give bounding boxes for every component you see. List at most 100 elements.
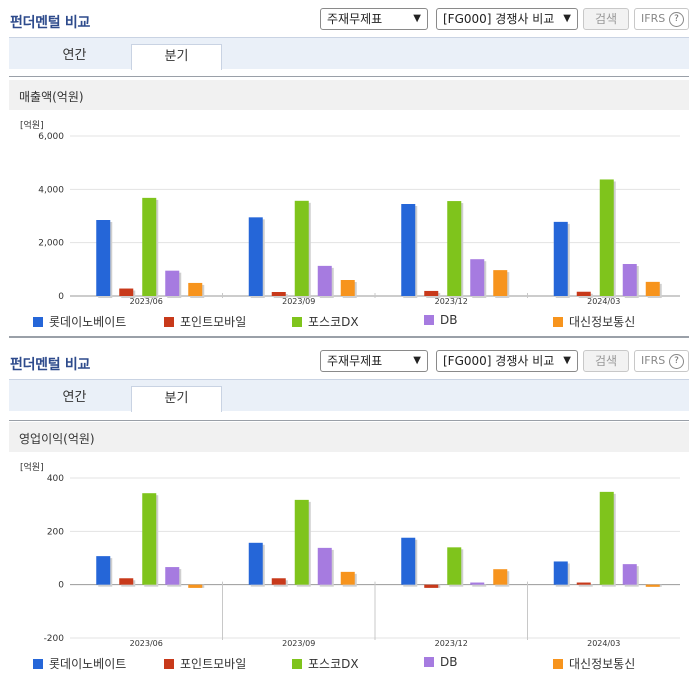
bar-2-2023-09 bbox=[271, 292, 286, 296]
ifrs-label: IFRS bbox=[641, 354, 666, 367]
bar-4-2023-06 bbox=[165, 270, 180, 296]
legend-item[interactable]: 대신정보통신 bbox=[553, 655, 635, 672]
bar-2-2023-09 bbox=[271, 578, 286, 585]
bar-1-2023-06 bbox=[96, 556, 111, 585]
bar-5-2023-12 bbox=[493, 569, 508, 585]
y-tick-label: -200 bbox=[44, 634, 65, 644]
x-tick-label: 2023/09 bbox=[282, 297, 315, 306]
tab-quarterly[interactable]: 분기 bbox=[131, 386, 222, 412]
chevron-down-icon: ▼ bbox=[413, 13, 421, 24]
legend-item[interactable]: 롯데이노베이트 bbox=[33, 655, 126, 672]
peer-select[interactable]: [FG000] 경쟁사 비교 ▼ bbox=[436, 350, 578, 372]
y-tick-label: 0 bbox=[58, 581, 64, 591]
bar-1-2024-03 bbox=[553, 561, 568, 585]
search-button[interactable]: 검색 bbox=[583, 350, 629, 372]
legend-item[interactable]: 포인트모바일 bbox=[164, 313, 246, 330]
legend-swatch bbox=[553, 659, 563, 669]
legend-swatch bbox=[164, 659, 174, 669]
y-unit-label: [억원] bbox=[20, 463, 44, 473]
bar-4-2023-09 bbox=[317, 265, 332, 296]
legend-item[interactable]: DB bbox=[424, 655, 457, 669]
panel-title: 펀더멘털 비교 bbox=[10, 357, 91, 373]
bar-5-2024-03 bbox=[645, 584, 660, 587]
bar-3-2024-03 bbox=[599, 491, 614, 585]
legend-item[interactable]: 대신정보통신 bbox=[553, 313, 635, 330]
legend-item[interactable]: 포인트모바일 bbox=[164, 655, 246, 672]
y-tick-label: 0 bbox=[58, 292, 64, 302]
bar-4-2023-06 bbox=[165, 567, 180, 585]
y-tick-label: 4,000 bbox=[38, 185, 64, 195]
ifrs-button[interactable]: IFRS ? bbox=[634, 350, 689, 372]
bar-1-2023-09 bbox=[248, 217, 263, 296]
legend-label: 포인트모바일 bbox=[180, 657, 247, 671]
ifrs-button[interactable]: IFRS ? bbox=[634, 8, 689, 30]
bar-shadow bbox=[578, 584, 593, 587]
legend-swatch bbox=[292, 659, 302, 669]
statement-select-value: 주재무제표 bbox=[327, 354, 383, 368]
divider bbox=[9, 336, 689, 338]
chart-legend: 롯데이노베이트 포인트모바일 포스코DX DB 대신정보통신 bbox=[0, 313, 696, 331]
panel-title: 펀더멘털 비교 bbox=[10, 15, 91, 31]
bar-4-2024-03 bbox=[622, 264, 637, 296]
bar-2-2023-06 bbox=[119, 288, 134, 296]
operating-profit-panel: 펀더멘털 비교 주재무제표 ▼ [FG000] 경쟁사 비교 ▼ 검색 IFRS… bbox=[0, 342, 696, 684]
panel-header: 펀더멘털 비교 주재무제표 ▼ [FG000] 경쟁사 비교 ▼ 검색 IFRS… bbox=[0, 342, 696, 376]
legend-item[interactable]: 포스코DX bbox=[292, 655, 359, 672]
legend-label: 롯데이노베이트 bbox=[49, 657, 127, 671]
x-tick-label: 2023/12 bbox=[435, 639, 468, 648]
tab-annual[interactable]: 연간 bbox=[62, 390, 87, 405]
period-tabs: 연간 분기 bbox=[9, 379, 689, 412]
help-icon[interactable]: ? bbox=[669, 12, 684, 27]
bar-5-2023-06 bbox=[188, 584, 203, 588]
tab-quarterly[interactable]: 분기 bbox=[131, 44, 222, 70]
divider bbox=[9, 76, 689, 77]
y-tick-label: 400 bbox=[47, 474, 64, 484]
bar-5-2023-09 bbox=[340, 571, 355, 585]
chevron-down-icon: ▼ bbox=[563, 355, 571, 366]
legend-label: 대신정보통신 bbox=[569, 315, 636, 329]
bar-2-2023-12 bbox=[424, 290, 439, 296]
legend-swatch bbox=[164, 317, 174, 327]
legend-label: DB bbox=[440, 655, 458, 669]
legend-item[interactable]: 포스코DX bbox=[292, 313, 359, 330]
chevron-down-icon: ▼ bbox=[563, 13, 571, 24]
chart-caption-bar: 매출액(억원) bbox=[9, 80, 689, 110]
x-tick-label: 2024/03 bbox=[587, 639, 620, 648]
peer-select-value: [FG000] 경쟁사 비교 bbox=[443, 12, 555, 26]
legend-label: DB bbox=[440, 313, 458, 327]
panel-header: 펀더멘털 비교 주재무제표 ▼ [FG000] 경쟁사 비교 ▼ 검색 IFRS… bbox=[0, 0, 696, 34]
statement-select-value: 주재무제표 bbox=[327, 12, 383, 26]
legend-label: 포스코DX bbox=[308, 657, 359, 671]
bar-1-2023-12 bbox=[401, 204, 416, 296]
legend-item[interactable]: DB bbox=[424, 313, 457, 327]
bar-3-2023-09 bbox=[294, 200, 309, 296]
statement-select[interactable]: 주재무제표 ▼ bbox=[320, 350, 428, 372]
bar-5-2023-06 bbox=[188, 282, 203, 296]
bar-3-2023-12 bbox=[447, 201, 462, 296]
search-button[interactable]: 검색 bbox=[583, 8, 629, 30]
revenue-panel: 펀더멘털 비교 주재무제표 ▼ [FG000] 경쟁사 비교 ▼ 검색 IFRS… bbox=[0, 0, 696, 338]
bar-3-2023-06 bbox=[142, 197, 157, 296]
divider bbox=[9, 420, 689, 421]
legend-swatch bbox=[424, 315, 434, 325]
legend-swatch bbox=[424, 657, 434, 667]
legend-label: 포인트모바일 bbox=[180, 315, 247, 329]
bar-1-2023-12 bbox=[401, 537, 416, 585]
bar-1-2023-06 bbox=[96, 220, 111, 296]
x-tick-label: 2023/09 bbox=[282, 639, 315, 648]
statement-select[interactable]: 주재무제표 ▼ bbox=[320, 8, 428, 30]
bar-5-2024-03 bbox=[645, 281, 660, 296]
period-tabs: 연간 분기 bbox=[9, 37, 689, 70]
legend-label: 포스코DX bbox=[308, 315, 359, 329]
x-tick-label: 2023/06 bbox=[130, 639, 163, 648]
help-icon[interactable]: ? bbox=[669, 354, 684, 369]
chart-caption: 영업이익(억원) bbox=[19, 432, 95, 446]
bar-2-2023-06 bbox=[119, 578, 134, 585]
bar-1-2024-03 bbox=[553, 221, 568, 296]
bar-4-2023-09 bbox=[317, 547, 332, 585]
legend-item[interactable]: 롯데이노베이트 bbox=[33, 313, 126, 330]
chart-legend: 롯데이노베이트 포인트모바일 포스코DX DB 대신정보통신 bbox=[0, 655, 696, 673]
peer-select[interactable]: [FG000] 경쟁사 비교 ▼ bbox=[436, 8, 578, 30]
chevron-down-icon: ▼ bbox=[413, 355, 421, 366]
tab-annual[interactable]: 연간 bbox=[62, 48, 87, 63]
